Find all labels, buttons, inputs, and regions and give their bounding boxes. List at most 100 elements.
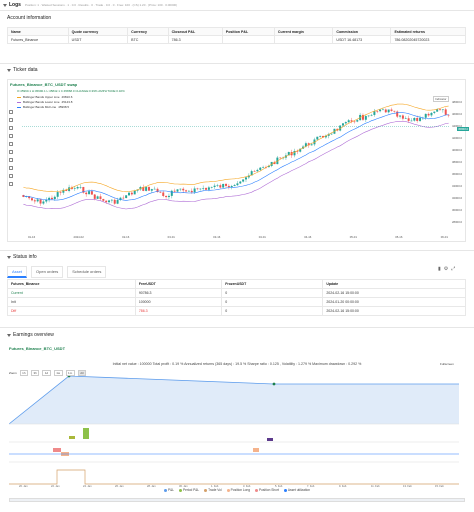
text-icon[interactable] (9, 142, 13, 146)
table-row: Diff 786.3 0 2024-02-16 15:00:00 (7, 306, 466, 316)
candle-body (130, 192, 133, 195)
expand-icon[interactable]: ⤢ (451, 266, 456, 272)
candle-body (384, 109, 387, 113)
pin-icon[interactable]: ▮ (438, 266, 441, 272)
collapse-icon[interactable] (3, 3, 7, 7)
candle-body (387, 109, 390, 113)
candle-body (65, 189, 68, 191)
candle-body (53, 196, 56, 200)
candle-body (196, 188, 199, 190)
candle-body (319, 135, 322, 137)
fib-icon[interactable] (9, 126, 13, 130)
earnings-section-title[interactable]: Earnings overview (7, 332, 54, 338)
logs-meta: Position: 1 · Wasted Sessions · 1 · 0.0 … (24, 3, 178, 7)
earnings-scrollbar[interactable] (9, 498, 465, 502)
candle-body (85, 192, 88, 195)
zoom-all[interactable]: All (77, 370, 87, 376)
bollinger-lower-line (23, 121, 449, 210)
legend-pnl[interactable]: P&L (163, 488, 174, 492)
candle-body (190, 190, 193, 193)
candle-body (262, 167, 265, 168)
candle-body (416, 118, 419, 121)
candle-body (233, 185, 236, 187)
candle-body (42, 201, 45, 204)
candle-body (210, 186, 213, 188)
candle-body (396, 111, 399, 117)
tab-asset[interactable]: Asset (7, 266, 28, 278)
candle-body (79, 186, 82, 188)
earnings-account-link[interactable]: Futures_Binance_BTC_USDT (9, 346, 66, 351)
zoom-1d[interactable]: 1d (42, 370, 51, 376)
ohlc-readout: O:45990.1 H:45990.1 L:45842.1 C:45868.0 … (17, 89, 125, 93)
candle-body (225, 183, 228, 186)
candle-body (364, 116, 367, 120)
legend-asset-utilization[interactable]: Asset utilization (283, 488, 310, 492)
candle-body (436, 109, 439, 112)
candle-body (393, 110, 396, 112)
candle-body (287, 152, 290, 156)
col-margin: Current margin (273, 27, 334, 36)
candle-body (353, 121, 356, 123)
candle-body (93, 194, 96, 199)
candle-body (142, 187, 145, 191)
candle-body (381, 109, 384, 111)
brush-icon[interactable] (9, 134, 13, 138)
divider (0, 63, 474, 64)
cursor-icon[interactable] (9, 110, 13, 114)
candle-body (356, 120, 359, 122)
divider (0, 327, 474, 328)
x-tick-label: 3. Feb (243, 484, 251, 488)
candle-body (59, 192, 62, 193)
position-bar (53, 448, 61, 452)
candle-body (105, 200, 108, 203)
candle-body (70, 187, 73, 189)
candle-body (373, 111, 376, 115)
lock-icon[interactable] (9, 174, 13, 178)
zoom-3h[interactable]: 3h (31, 370, 40, 376)
candle-body (147, 187, 150, 191)
x-tick-label: 5. Feb (275, 484, 283, 488)
candle-body (176, 189, 179, 192)
ticker-section-title[interactable]: Ticker data (7, 67, 38, 73)
candle-body (68, 187, 71, 191)
candle-body (316, 136, 319, 140)
candle-body (45, 199, 48, 202)
indicator-button[interactable]: Indicator (433, 96, 449, 102)
candle-body (433, 111, 436, 113)
candle-body (222, 183, 225, 188)
ticker-chart[interactable]: Futures_Binance_BTC_USDT swap O:45990.1 … (7, 79, 470, 242)
tab-schedule-orders[interactable]: Schedule orders (67, 266, 107, 278)
candle-body (113, 199, 116, 204)
measure-icon[interactable] (9, 150, 13, 154)
pnl-point (272, 382, 276, 386)
pnl-line (9, 376, 459, 425)
zoom-icon[interactable] (9, 158, 13, 162)
legend-position-short[interactable]: Position Short (255, 488, 279, 492)
logs-title: Logs (9, 2, 21, 8)
zoom-1h[interactable]: 1h (19, 370, 29, 376)
x-tick-label: 28. Jan (147, 484, 156, 488)
tab-open-orders[interactable]: Open orders (31, 266, 64, 278)
legend-period-pnl[interactable]: Period P&L (179, 488, 199, 492)
legend-trade-vol[interactable]: Trade Vol (204, 488, 222, 492)
trash-icon[interactable] (9, 182, 13, 186)
fullscreen-button[interactable]: Fullscreen (440, 362, 454, 366)
pnl-area (9, 376, 459, 424)
zoom-1w[interactable]: 1w (53, 370, 63, 376)
period-pnl-bar (83, 428, 89, 439)
candle-body (125, 195, 128, 199)
magnet-icon[interactable] (9, 166, 13, 170)
candle-body (119, 197, 122, 201)
position-bar (253, 448, 259, 452)
collapse-icon (7, 255, 11, 259)
gear-icon[interactable]: ⚙ (443, 266, 449, 272)
candle-body (22, 194, 25, 197)
last-price-tag: 45868.0 (457, 127, 470, 131)
candle-body (207, 187, 210, 190)
status-section-title[interactable]: Status info (7, 254, 37, 260)
candle-body (339, 125, 342, 131)
candle-body (404, 118, 407, 119)
legend-position-long[interactable]: Position Long (226, 488, 250, 492)
drawing-toolbar[interactable] (9, 110, 14, 186)
trendline-icon[interactable] (9, 118, 13, 122)
